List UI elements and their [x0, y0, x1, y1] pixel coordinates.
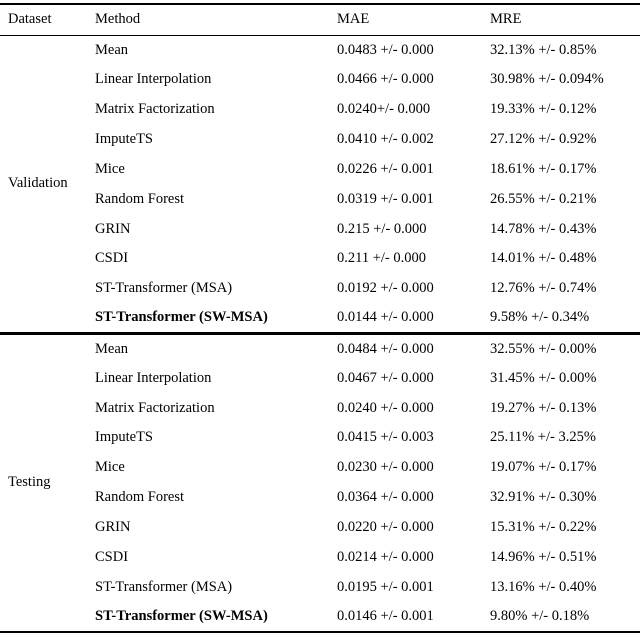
mae-cell: 0.0483 +/- 0.000 — [337, 41, 434, 58]
mre-cell: 9.80% +/- 0.18% — [490, 607, 590, 624]
table-row: CSDI 0.0214 +/- 0.000 14.96% +/- 0.51% — [0, 543, 640, 573]
table-header: Dataset Method MAE MRE — [0, 4, 640, 36]
table-row: Random Forest 0.0319 +/- 0.001 26.55% +/… — [0, 185, 640, 215]
method-cell: CSDI — [95, 250, 129, 267]
table-row: ST-Transformer (SW-MSA) 0.0144 +/- 0.000… — [0, 304, 640, 334]
mre-cell: 19.07% +/- 0.17% — [490, 459, 597, 476]
method-cell: GRIN — [95, 518, 131, 535]
mae-cell: 0.0230 +/- 0.000 — [337, 459, 434, 476]
column-header-dataset: Dataset — [8, 11, 52, 28]
mre-cell: 26.55% +/- 0.21% — [490, 190, 597, 207]
mae-cell: 0.0467 +/- 0.000 — [337, 369, 434, 386]
table-row: CSDI 0.211 +/- 0.000 14.01% +/- 0.48% — [0, 244, 640, 274]
method-cell: Random Forest — [95, 190, 185, 207]
table-row: Random Forest 0.0364 +/- 0.000 32.91% +/… — [0, 483, 640, 513]
mre-cell: 12.76% +/- 0.74% — [490, 280, 597, 297]
mae-cell: 0.0415 +/- 0.003 — [337, 429, 434, 446]
mre-cell: 30.98% +/- 0.094% — [490, 71, 604, 88]
results-table: Dataset Method MAE MRE Validation Mean 0… — [0, 3, 640, 634]
method-cell: ImputeTS — [95, 130, 153, 147]
mae-cell: 0.0146 +/- 0.001 — [337, 607, 434, 624]
mae-cell: 0.0466 +/- 0.000 — [337, 71, 434, 88]
method-cell: Matrix Factorization — [95, 101, 215, 118]
method-cell: Mean — [95, 340, 129, 357]
method-cell: CSDI — [95, 548, 129, 565]
mae-cell: 0.0195 +/- 0.001 — [337, 578, 434, 595]
method-cell: ImputeTS — [95, 429, 153, 446]
table-row: GRIN 0.215 +/- 0.000 14.78% +/- 0.43% — [0, 215, 640, 245]
mre-cell: 9.58% +/- 0.34% — [490, 309, 590, 326]
mae-cell: 0.0240+/- 0.000 — [337, 101, 431, 118]
mae-cell: 0.0240 +/- 0.000 — [337, 399, 434, 416]
table-row: Linear Interpolation 0.0467 +/- 0.000 31… — [0, 364, 640, 394]
mae-cell: 0.215 +/- 0.000 — [337, 220, 427, 237]
mae-cell: 0.0144 +/- 0.000 — [337, 309, 434, 326]
table-row: ST-Transformer (MSA) 0.0195 +/- 0.001 13… — [0, 573, 640, 603]
method-cell: GRIN — [95, 220, 131, 237]
mre-cell: 15.31% +/- 0.22% — [490, 518, 597, 535]
table-row: Matrix Factorization 0.0240 +/- 0.000 19… — [0, 394, 640, 424]
mae-cell: 0.0410 +/- 0.002 — [337, 130, 434, 147]
method-cell: ST-Transformer (MSA) — [95, 280, 233, 297]
mae-cell: 0.0192 +/- 0.000 — [337, 280, 434, 297]
method-cell: Matrix Factorization — [95, 399, 215, 416]
mae-cell: 0.0364 +/- 0.000 — [337, 489, 434, 506]
mae-cell: 0.0226 +/- 0.001 — [337, 160, 434, 177]
column-header-mre: MRE — [490, 11, 522, 28]
method-cell: Mean — [95, 41, 129, 58]
dataset-label: Validation — [8, 175, 68, 192]
method-cell: ST-Transformer (SW-MSA) — [95, 309, 268, 326]
header-row: Dataset Method MAE MRE — [0, 4, 640, 36]
column-header-mae: MAE — [337, 11, 370, 28]
method-cell: ST-Transformer (SW-MSA) — [95, 607, 268, 624]
table-row: Linear Interpolation 0.0466 +/- 0.000 30… — [0, 65, 640, 95]
table-row: GRIN 0.0220 +/- 0.000 15.31% +/- 0.22% — [0, 513, 640, 543]
mre-cell: 14.78% +/- 0.43% — [490, 220, 597, 237]
method-cell: Linear Interpolation — [95, 369, 212, 386]
mre-cell: 13.16% +/- 0.40% — [490, 578, 597, 595]
mre-cell: 32.13% +/- 0.85% — [490, 41, 597, 58]
table-row: ImputeTS 0.0415 +/- 0.003 25.11% +/- 3.2… — [0, 423, 640, 453]
table-row: ST-Transformer (MSA) 0.0192 +/- 0.000 12… — [0, 274, 640, 304]
mre-cell: 14.96% +/- 0.51% — [490, 548, 597, 565]
mae-cell: 0.0484 +/- 0.000 — [337, 340, 434, 357]
validation-section: Validation Mean 0.0483 +/- 0.000 32.13% … — [0, 36, 640, 334]
mre-cell: 18.61% +/- 0.17% — [490, 160, 597, 177]
mre-cell: 31.45% +/- 0.00% — [490, 369, 597, 386]
mae-cell: 0.0214 +/- 0.000 — [337, 548, 434, 565]
method-cell: ST-Transformer (MSA) — [95, 578, 233, 595]
mre-cell: 32.91% +/- 0.30% — [490, 489, 597, 506]
method-cell: Random Forest — [95, 489, 185, 506]
table-row: Mice 0.0230 +/- 0.000 19.07% +/- 0.17% — [0, 453, 640, 483]
method-cell: Mice — [95, 160, 125, 177]
mre-cell: 14.01% +/- 0.48% — [490, 250, 597, 267]
mre-cell: 25.11% +/- 3.25% — [490, 429, 596, 446]
mre-cell: 32.55% +/- 0.00% — [490, 340, 597, 357]
method-cell: Linear Interpolation — [95, 71, 212, 88]
table-row: Validation Mean 0.0483 +/- 0.000 32.13% … — [0, 36, 640, 191]
dataset-label: Testing — [8, 474, 51, 491]
table-row: Testing Mean 0.0484 +/- 0.000 32.55% +/-… — [0, 334, 640, 491]
mre-cell: 19.33% +/- 0.12% — [490, 101, 597, 118]
mae-cell: 0.211 +/- 0.000 — [337, 250, 426, 267]
mae-cell: 0.0220 +/- 0.000 — [337, 518, 434, 535]
table-row: ImputeTS 0.0410 +/- 0.002 27.12% +/- 0.9… — [0, 125, 640, 155]
table-row: Matrix Factorization 0.0240+/- 0.000 19.… — [0, 95, 640, 125]
testing-section: Testing Mean 0.0484 +/- 0.000 32.55% +/-… — [0, 334, 640, 632]
column-header-method: Method — [95, 11, 141, 28]
mae-cell: 0.0319 +/- 0.001 — [337, 190, 434, 207]
table-row: ST-Transformer (SW-MSA) 0.0146 +/- 0.001… — [0, 603, 640, 633]
mre-cell: 27.12% +/- 0.92% — [490, 130, 597, 147]
table-row: Mice 0.0226 +/- 0.001 18.61% +/- 0.17% — [0, 155, 640, 185]
mre-cell: 19.27% +/- 0.13% — [490, 399, 597, 416]
method-cell: Mice — [95, 459, 125, 476]
